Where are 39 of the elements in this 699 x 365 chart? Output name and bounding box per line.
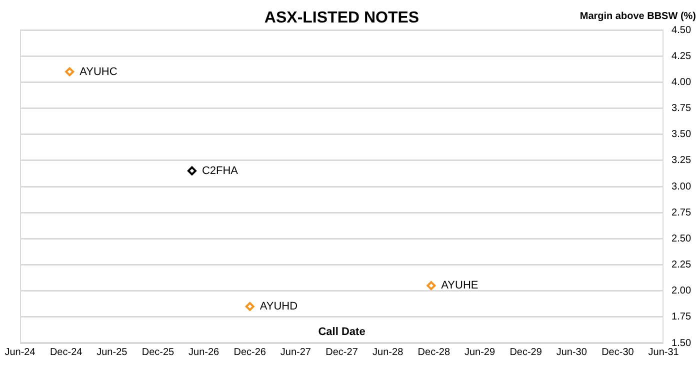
y-tick-label: 2.75: [672, 207, 692, 218]
y-tick-label: 2.00: [672, 286, 692, 297]
x-tick-label: Jun-28: [372, 346, 404, 358]
x-tick-label: Jun-31: [648, 346, 680, 358]
y-tick-label: 3.00: [672, 181, 692, 192]
x-tick-label: Jun-27: [280, 346, 312, 358]
y-tick-label: 4.00: [672, 76, 692, 88]
x-tick-label: Dec-25: [142, 346, 175, 358]
x-tick-label: Jun-26: [188, 346, 220, 358]
y-tick-label: 4.50: [672, 24, 692, 36]
y-tick-label: 3.75: [672, 103, 692, 114]
x-tick-label: Dec-29: [510, 346, 542, 358]
x-tick-label: Dec-28: [418, 346, 450, 358]
series-label: AYUHE: [441, 280, 478, 292]
chart-title: ASX-LISTED NOTES: [264, 9, 420, 26]
x-tick-label: Dec-30: [602, 346, 634, 358]
series-label: AYUHC: [80, 66, 118, 78]
x-tick-label: Jun-29: [464, 346, 496, 358]
x-tick-label: Jun-30: [556, 346, 588, 358]
y-tick-label: 3.50: [672, 129, 692, 140]
x-tick-label: Dec-26: [234, 346, 266, 358]
y-axis-title: Margin above BBSW (%): [580, 10, 696, 22]
x-axis-title: Call Date: [318, 326, 366, 338]
x-tick-label: Jun-25: [96, 346, 128, 358]
point: [65, 67, 74, 76]
y-tick-label: 2.25: [672, 260, 692, 270]
series-label: AYUHD: [260, 300, 298, 313]
point: [187, 166, 196, 176]
series-label: C2FHA: [202, 164, 239, 177]
x-tick-label: Jun-24: [4, 346, 36, 358]
x-tick-label: Dec-27: [326, 346, 358, 358]
y-tick-label: 4.25: [672, 50, 692, 62]
y-tick-label: 1.50: [672, 338, 692, 349]
y-tick-label: 2.50: [672, 233, 692, 244]
y-tick-label: 1.75: [672, 312, 692, 323]
point: [426, 281, 436, 290]
point: [245, 302, 254, 311]
x-tick-label: Dec-24: [50, 346, 83, 358]
y-tick-label: 3.25: [672, 155, 692, 166]
